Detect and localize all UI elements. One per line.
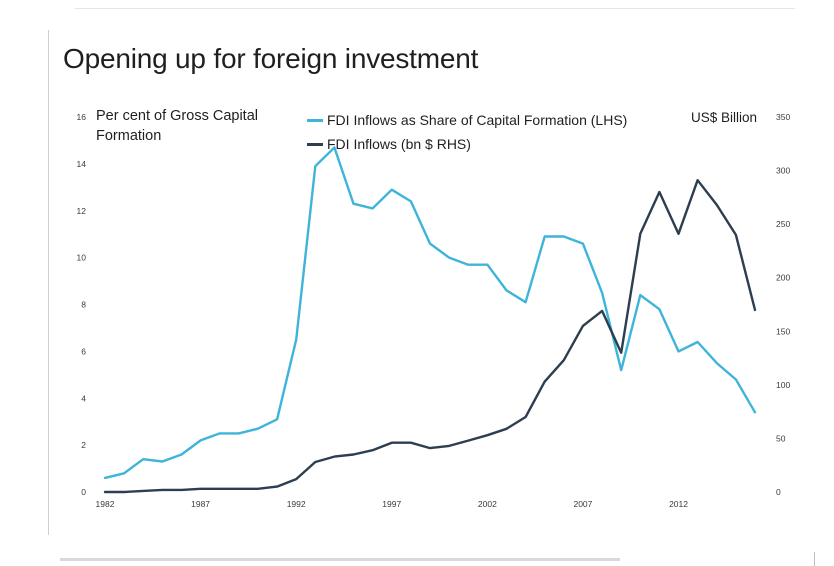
left-axis-tick: 12: [77, 206, 87, 216]
right-axis-tick: 250: [776, 219, 790, 229]
top-divider: [75, 8, 795, 9]
left-axis-tick: 8: [81, 300, 86, 310]
right-axis-tick: 200: [776, 273, 790, 283]
right-axis-tick: 100: [776, 380, 790, 390]
right-axis-tick: 150: [776, 326, 790, 336]
left-axis-tick: 6: [81, 346, 86, 356]
chart-legend: FDI Inflows as Share of Capital Formatio…: [307, 108, 627, 156]
right-axis-tick: 50: [776, 433, 786, 443]
x-axis-tick: 2007: [573, 499, 592, 509]
series-line-fdi-inflows: [103, 178, 757, 494]
x-axis-tick: 1987: [191, 499, 210, 509]
corner-mark: [814, 552, 815, 566]
x-axis-tick: 2012: [669, 499, 688, 509]
left-divider: [48, 30, 49, 535]
legend-item-share: FDI Inflows as Share of Capital Formatio…: [307, 108, 627, 132]
legend-label-share: FDI Inflows as Share of Capital Formatio…: [327, 112, 628, 128]
left-axis-label: Per cent of Gross Capital Formation: [96, 108, 258, 144]
bottom-divider: [60, 558, 620, 561]
legend-label-inflows: FDI Inflows (bn $ RHS): [327, 136, 471, 152]
right-axis-tick: 0: [776, 487, 781, 497]
series-line-fdi-share: [103, 146, 757, 480]
left-axis-tick: 10: [77, 253, 87, 263]
x-axis-tick: 2002: [478, 499, 497, 509]
right-axis-tick: 350: [776, 112, 790, 122]
x-axis-tick: 1992: [287, 499, 306, 509]
left-axis-tick: 4: [81, 393, 86, 403]
legend-swatch-share: [307, 118, 323, 122]
chart-title: Opening up for foreign investment: [63, 43, 479, 74]
right-axis-label: US$ Billion: [691, 110, 758, 125]
x-axis-tick: 1982: [96, 499, 115, 509]
left-axis-tick: 16: [77, 112, 87, 122]
x-axis-tick: 1997: [382, 499, 401, 509]
legend-item-inflows: FDI Inflows (bn $ RHS): [307, 132, 627, 156]
left-axis-tick: 14: [77, 159, 87, 169]
left-axis-tick: 2: [81, 440, 86, 450]
left-axis-tick: 0: [81, 487, 86, 497]
legend-swatch-inflows: [307, 142, 323, 146]
right-axis-tick: 300: [776, 166, 790, 176]
